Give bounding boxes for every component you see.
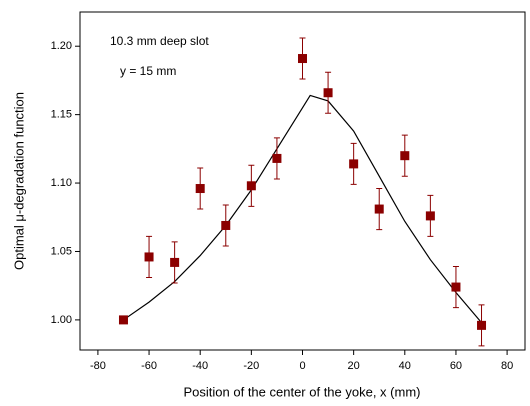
- y-tick-label: 1.00: [51, 314, 72, 326]
- data-point: [323, 88, 333, 98]
- data-point: [221, 220, 231, 230]
- data-point: [477, 320, 487, 330]
- data-point: [425, 211, 435, 221]
- y-tick-label: 1.10: [51, 177, 72, 189]
- y-tick-label: 1.15: [51, 109, 72, 121]
- data-point: [374, 204, 384, 214]
- x-axis-label: Position of the center of the yoke, x (m…: [184, 384, 421, 399]
- x-tick-label: 20: [348, 360, 360, 372]
- y-axis-label: Optimal μ-degradation function: [11, 92, 26, 270]
- x-tick-label: -20: [243, 360, 259, 372]
- data-point: [451, 282, 461, 292]
- x-tick-label: 60: [450, 360, 462, 372]
- x-tick-label: -40: [192, 360, 208, 372]
- x-tick-label: -80: [90, 360, 106, 372]
- fit-curve: [123, 94, 482, 324]
- annotation: y = 15 mm: [120, 64, 176, 78]
- data-point: [400, 151, 410, 161]
- data-point: [272, 153, 282, 163]
- annotation: 10.3 mm deep slot: [110, 34, 209, 48]
- data-point: [349, 159, 359, 169]
- data-point: [246, 181, 256, 191]
- data-point: [298, 54, 307, 64]
- data-point: [170, 257, 180, 267]
- data-point: [195, 184, 205, 194]
- y-tick-label: 1.20: [51, 40, 72, 52]
- x-tick-label: 40: [399, 360, 411, 372]
- y-tick-label: 1.05: [51, 245, 72, 257]
- data-point: [118, 315, 128, 325]
- x-tick-label: -60: [141, 360, 157, 372]
- x-tick-label: 80: [501, 360, 513, 372]
- data-point: [144, 252, 154, 262]
- x-tick-label: 0: [299, 360, 305, 372]
